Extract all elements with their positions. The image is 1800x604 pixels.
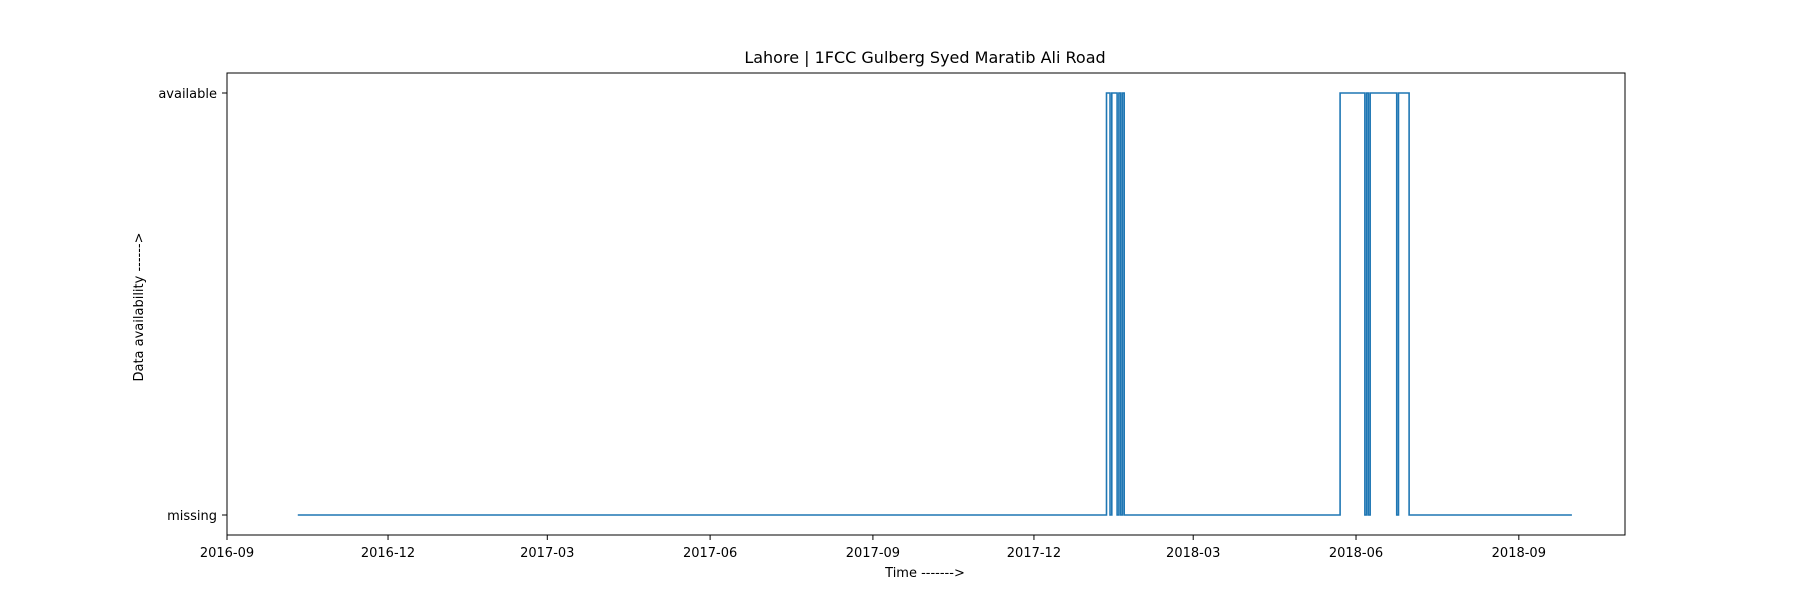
series-line <box>297 92 1572 516</box>
data-point <box>1116 514 1118 516</box>
y-tick-label: available <box>158 87 217 102</box>
y-axis-label: Data availability ------> <box>132 232 147 381</box>
data-point <box>1396 514 1398 516</box>
data-point <box>1111 92 1113 94</box>
plot-frame <box>226 72 1626 536</box>
x-tick-label: 2017-09 <box>846 546 900 561</box>
data-point <box>1369 92 1371 94</box>
x-tick-label: 2018-06 <box>1329 546 1383 561</box>
data-point <box>1109 514 1111 516</box>
x-tick-label: 2016-09 <box>200 546 254 561</box>
x-tick-label: 2017-03 <box>520 546 574 561</box>
data-point <box>1106 92 1108 94</box>
data-point <box>1366 92 1368 94</box>
plot-area: 2016-09 2016-12 2017-03 2017-06 2017-09 2017-… <box>158 72 1626 561</box>
data-point <box>1118 92 1120 94</box>
y-tick-label: missing <box>167 509 217 524</box>
x-tick-label: 2017-06 <box>683 546 737 561</box>
data-point <box>1339 92 1341 94</box>
data-point <box>1123 514 1125 516</box>
data-point <box>297 514 299 516</box>
x-tick-label: 2017-12 <box>1007 546 1061 561</box>
x-tick-label: 2016-12 <box>361 546 415 561</box>
data-point <box>1398 92 1400 94</box>
data-point <box>1368 514 1370 516</box>
data-point <box>1364 514 1366 516</box>
x-tick-label: 2018-03 <box>1166 546 1220 561</box>
data-point <box>1120 514 1122 516</box>
x-axis-label: Time -------> <box>884 566 965 581</box>
data-point <box>1408 514 1410 516</box>
data-point <box>1571 514 1573 516</box>
data-point <box>1122 92 1124 94</box>
chart-title: Lahore | 1FCC Gulberg Syed Maratib Ali R… <box>744 48 1105 67</box>
x-tick-label: 2018-09 <box>1492 546 1546 561</box>
